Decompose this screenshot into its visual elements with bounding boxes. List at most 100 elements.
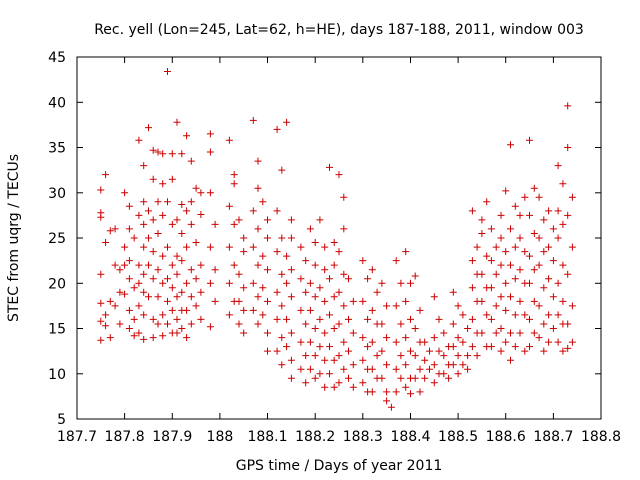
- data-point: [497, 293, 505, 301]
- data-point: [502, 248, 510, 256]
- data-point: [511, 311, 519, 319]
- data-point: [526, 211, 533, 219]
- data-point: [273, 288, 281, 296]
- data-point: [464, 352, 472, 360]
- data-point: [364, 275, 372, 283]
- data-point: [487, 257, 495, 265]
- data-point: [321, 266, 329, 274]
- data-point: [211, 266, 219, 274]
- data-point: [254, 225, 262, 233]
- data-point: [392, 338, 400, 346]
- data-point: [321, 329, 329, 337]
- data-point: [249, 207, 257, 215]
- x-tick-label: 188.1: [247, 429, 287, 445]
- data-point: [454, 370, 462, 378]
- data-point: [430, 361, 438, 369]
- data-point: [254, 320, 262, 328]
- data-point: [545, 243, 553, 251]
- data-point: [159, 180, 167, 188]
- data-point: [526, 136, 533, 144]
- data-point: [273, 315, 281, 323]
- data-point: [359, 379, 367, 387]
- data-point: [183, 132, 191, 140]
- data-point: [259, 311, 267, 319]
- data-point: [526, 279, 533, 287]
- data-point: [259, 198, 267, 206]
- data-series-stec: [97, 68, 576, 411]
- data-point: [206, 323, 214, 331]
- y-tick-label: 5: [57, 412, 66, 428]
- data-point: [302, 257, 310, 265]
- data-point: [159, 211, 167, 219]
- data-point: [392, 388, 400, 396]
- data-point: [511, 275, 519, 283]
- data-point: [97, 317, 105, 325]
- data-point: [559, 297, 567, 305]
- data-point: [454, 302, 462, 310]
- data-point: [540, 284, 548, 292]
- data-point: [173, 293, 181, 301]
- data-point: [549, 325, 557, 332]
- data-point: [335, 352, 343, 360]
- data-point: [235, 270, 243, 278]
- data-point: [507, 293, 514, 301]
- data-point: [173, 315, 181, 323]
- data-point: [125, 325, 133, 332]
- data-point: [249, 116, 257, 124]
- data-point: [278, 361, 286, 369]
- data-point: [111, 261, 119, 269]
- y-tick-label: 30: [48, 186, 66, 202]
- data-point: [478, 230, 486, 237]
- data-point: [340, 338, 348, 346]
- data-point: [540, 248, 548, 256]
- data-point: [507, 261, 514, 269]
- data-point: [383, 361, 391, 369]
- data-point: [511, 243, 519, 251]
- data-point: [249, 279, 257, 287]
- data-point: [554, 207, 562, 215]
- data-point: [97, 186, 105, 194]
- data-point: [173, 118, 181, 126]
- data-point: [249, 243, 257, 251]
- y-tick-label: 20: [48, 276, 66, 292]
- data-point: [287, 293, 295, 301]
- data-point: [97, 299, 105, 307]
- data-point: [478, 270, 486, 278]
- data-point: [287, 356, 295, 364]
- data-point: [545, 338, 553, 346]
- data-point: [121, 290, 129, 298]
- data-point: [192, 184, 200, 192]
- data-point: [183, 279, 191, 287]
- data-point: [97, 270, 105, 278]
- data-point: [430, 379, 438, 387]
- data-point: [535, 193, 543, 201]
- data-point: [516, 329, 524, 337]
- data-point: [149, 275, 157, 283]
- data-point: [206, 243, 214, 251]
- data-point: [507, 356, 514, 364]
- data-point: [507, 225, 514, 233]
- data-point: [283, 315, 291, 323]
- data-point: [192, 239, 200, 246]
- data-point: [211, 220, 219, 228]
- data-point: [421, 338, 429, 346]
- data-point: [206, 279, 214, 287]
- data-point: [311, 239, 319, 246]
- data-point: [154, 198, 162, 206]
- data-point: [159, 252, 167, 260]
- data-point: [121, 189, 129, 197]
- data-point: [149, 175, 157, 183]
- data-point: [106, 227, 114, 235]
- data-point: [464, 325, 472, 332]
- data-point: [102, 239, 110, 246]
- x-tick-label: 188.4: [390, 429, 430, 445]
- data-point: [511, 343, 519, 351]
- x-tick-label: 188.7: [533, 429, 573, 445]
- y-tick-label: 45: [48, 50, 66, 66]
- data-point: [487, 225, 495, 233]
- data-point: [330, 261, 338, 269]
- data-point: [278, 234, 286, 242]
- data-point: [426, 365, 433, 373]
- data-point: [135, 136, 143, 144]
- data-point: [421, 356, 429, 364]
